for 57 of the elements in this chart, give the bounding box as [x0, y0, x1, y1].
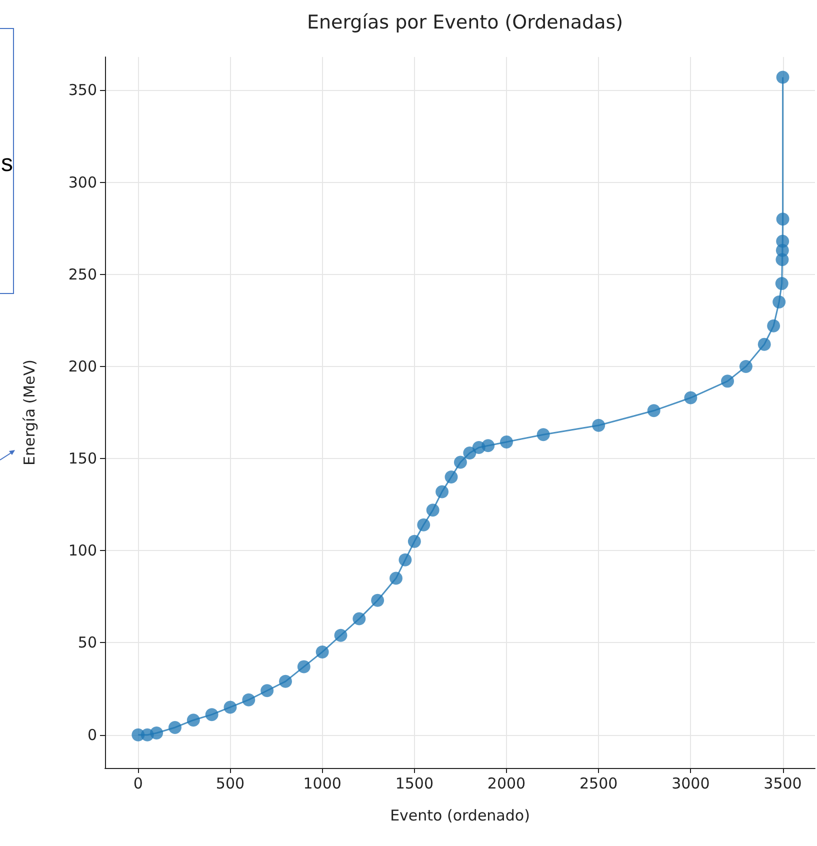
point	[767, 319, 780, 332]
point	[647, 404, 660, 418]
y-tick-label: 150	[68, 450, 97, 468]
point	[772, 295, 786, 308]
y-tick-label: 350	[68, 81, 97, 100]
point	[352, 612, 366, 626]
point	[536, 428, 550, 442]
point	[297, 660, 310, 674]
point	[168, 720, 182, 734]
y-axis-title: Energía (MeV)	[20, 360, 38, 466]
y-tick-label: 200	[68, 357, 97, 376]
point	[408, 534, 421, 548]
point	[186, 714, 200, 727]
y-tick-label: 50	[78, 634, 97, 652]
point	[444, 470, 458, 484]
point	[417, 518, 430, 532]
x-tick-label: 0	[133, 774, 143, 792]
point	[758, 338, 771, 351]
point	[776, 234, 790, 248]
point	[592, 418, 606, 432]
point	[426, 504, 440, 517]
x-tick-label: 1500	[395, 774, 434, 792]
point	[279, 674, 292, 688]
x-tick-label: 1000	[303, 774, 342, 792]
x-tick-label: 2000	[487, 774, 526, 792]
point	[150, 726, 164, 740]
x-axis-title: Evento (ordenado)	[390, 806, 530, 824]
point	[482, 439, 495, 452]
x-tick-label: 3500	[764, 774, 802, 792]
x-tick-label: 500	[216, 774, 245, 792]
point	[205, 708, 218, 722]
point	[739, 360, 752, 373]
x-tick-label: 3000	[672, 774, 710, 792]
x-tick-label: 2500	[580, 774, 618, 792]
point	[316, 645, 329, 658]
y-tick-label: 0	[87, 726, 97, 744]
point	[463, 446, 476, 460]
point	[684, 391, 698, 404]
point	[500, 435, 514, 448]
point	[398, 553, 412, 566]
point	[260, 684, 274, 698]
y-tick-label: 250	[68, 265, 97, 284]
point	[436, 485, 449, 498]
point	[224, 700, 237, 714]
point	[721, 374, 734, 388]
point	[371, 594, 384, 607]
point	[454, 456, 467, 469]
y-tick-label: 300	[68, 173, 97, 192]
point	[776, 70, 790, 84]
point	[776, 212, 790, 226]
y-tick-label: 100	[68, 542, 97, 560]
point	[390, 572, 402, 585]
point	[334, 628, 348, 642]
text: s	[1, 150, 13, 178]
chart-title: Energías por Evento (Ordenadas)	[306, 12, 624, 34]
point	[242, 693, 256, 706]
point	[775, 277, 788, 290]
